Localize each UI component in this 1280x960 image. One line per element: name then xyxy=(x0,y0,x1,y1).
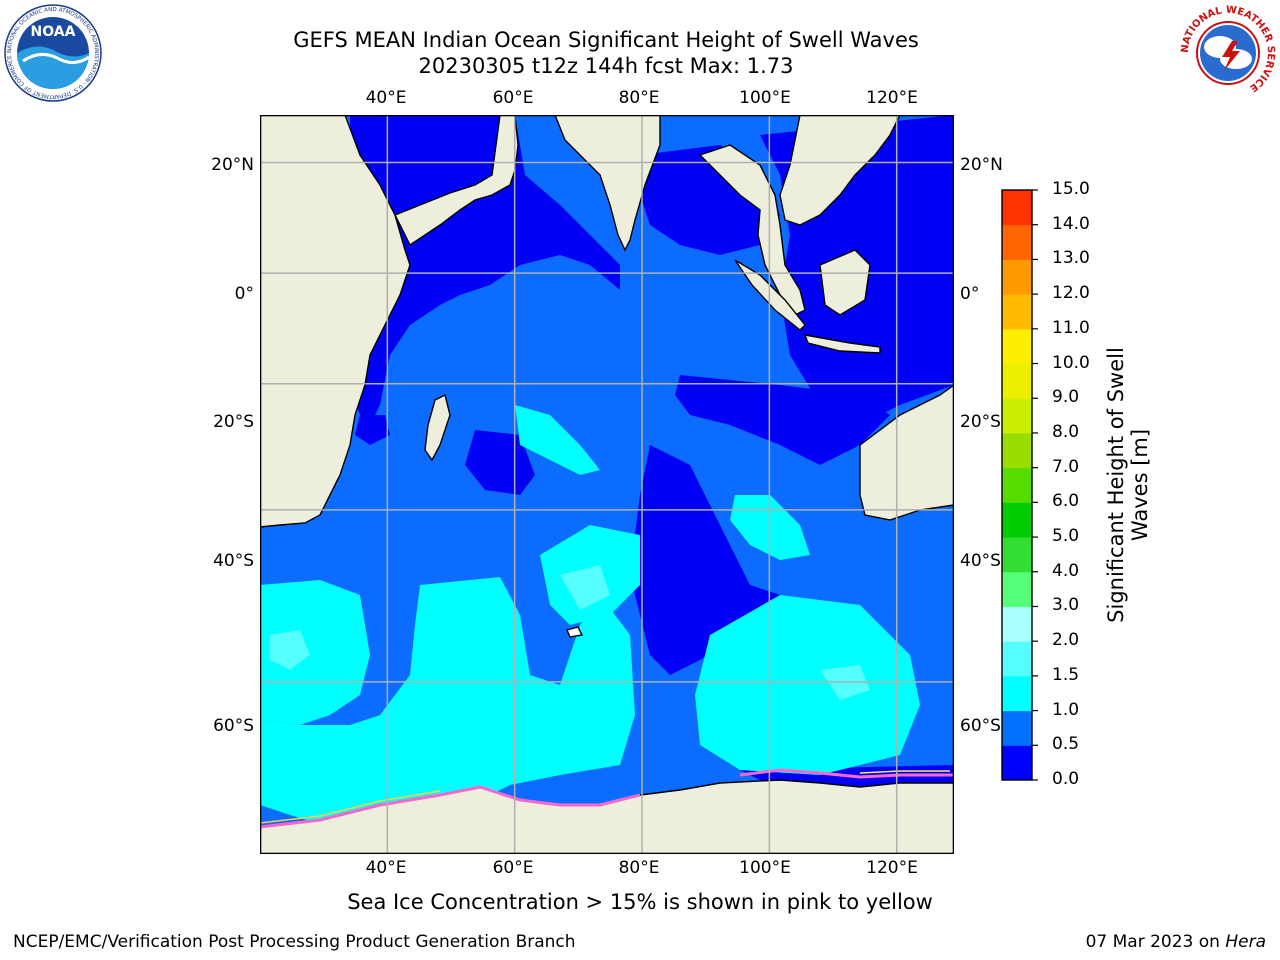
colorbar-segment xyxy=(1002,675,1032,712)
lon-label-top-120e: 120°E xyxy=(866,88,918,108)
lat-label-left-60s: 60°S xyxy=(213,716,254,736)
colorbar-segment xyxy=(1002,259,1032,295)
colorbar-segment xyxy=(1002,294,1032,330)
colorbar-tick-label: 15.0 xyxy=(1052,179,1090,199)
lat-label-left-0: 0° xyxy=(234,284,254,304)
colorbar-segment xyxy=(1002,641,1032,677)
colorbar-segment xyxy=(1002,432,1032,469)
lon-label-top-100e: 100°E xyxy=(739,88,791,108)
lat-label-right-20n: 20°N xyxy=(960,155,1003,175)
sea-ice xyxy=(260,768,954,829)
colorbar xyxy=(1001,189,1038,781)
colorbar-segment xyxy=(1002,363,1032,399)
lon-label-top-60e: 60°E xyxy=(492,88,534,108)
sea-ice-caption: Sea Ice Concentration > 15% is shown in … xyxy=(347,890,933,914)
lon-label-bottom-40e: 40°E xyxy=(365,858,407,878)
colorbar-tick-label: 1.0 xyxy=(1052,699,1080,720)
colorbar-tick-label: 8.0 xyxy=(1052,421,1080,442)
colorbar-tick-label: 9.0 xyxy=(1052,387,1080,408)
colorbar-segment xyxy=(1002,606,1032,642)
lat-label-right-20s: 20°S xyxy=(960,412,1001,432)
colorbar-segment xyxy=(1002,710,1032,746)
lon-label-top-40e: 40°E xyxy=(365,88,407,108)
lat-label-left-20n: 20°N xyxy=(211,155,254,175)
colorbar-tick-label: 11.0 xyxy=(1052,317,1090,338)
colorbar-tick-label: 14.0 xyxy=(1052,213,1090,234)
colorbar-tick-label: 3.0 xyxy=(1052,595,1080,616)
lon-label-bottom-80e: 80°E xyxy=(618,858,660,878)
chart-subtitle: 20230305 t12z 144h fcst Max: 1.73 xyxy=(418,54,794,78)
colorbar-segment xyxy=(1002,571,1032,607)
lon-label-bottom-60e: 60°E xyxy=(492,858,534,878)
colorbar-segment xyxy=(1002,467,1032,503)
lat-label-left-40s: 40°S xyxy=(213,551,254,571)
footer-machine: Hera xyxy=(1225,932,1266,952)
colorbar-tick-label: 6.0 xyxy=(1052,491,1080,512)
lon-label-bottom-100e: 100°E xyxy=(739,858,791,878)
colorbar-tick-label: 12.0 xyxy=(1052,283,1090,304)
colorbar-tick-label: 10.0 xyxy=(1052,352,1090,373)
lon-label-top-80e: 80°E xyxy=(618,88,660,108)
colorbar-tick-label: 13.0 xyxy=(1052,248,1090,269)
chart-title: GEFS MEAN Indian Ocean Significant Heigh… xyxy=(293,28,919,52)
colorbar-tick-label: 2.0 xyxy=(1052,630,1080,651)
colorbar-segment xyxy=(1002,190,1032,226)
colorbar-tick-label: 4.0 xyxy=(1052,560,1080,581)
lat-label-left-20s: 20°S xyxy=(213,412,254,432)
lat-label-right-0: 0° xyxy=(960,284,980,304)
footer-credit: NCEP/EMC/Verification Post Processing Pr… xyxy=(13,932,576,952)
lat-label-right-60s: 60°S xyxy=(960,716,1001,736)
colorbar-segment xyxy=(1002,398,1032,434)
colorbar-segment xyxy=(1002,328,1032,365)
colorbar-frame xyxy=(1001,189,1033,781)
noaa-logo-text: NOAA xyxy=(31,24,76,40)
map-panel xyxy=(260,115,954,854)
noaa-logo: NOAA NATIONAL OCEANIC AND ATMOSPHERIC AD… xyxy=(4,4,102,102)
colorbar-segment xyxy=(1002,502,1032,538)
colorbar-tick-label: 0.0 xyxy=(1052,769,1080,789)
swell-band-1-1.5 xyxy=(260,405,920,830)
colorbar-segment xyxy=(1002,224,1032,260)
colorbar-tick-label: 1.5 xyxy=(1052,664,1080,685)
lon-label-bottom-120e: 120°E xyxy=(866,858,918,878)
colorbar-tick-label: 5.0 xyxy=(1052,526,1080,547)
colorbar-tick-label: 7.0 xyxy=(1052,456,1080,477)
footer-date: 07 Mar 2023 on Hera xyxy=(1085,932,1266,952)
colorbar-tick-label: 0.5 xyxy=(1052,734,1080,755)
map-frame xyxy=(260,115,954,854)
colorbar-segment xyxy=(1002,537,1032,573)
lat-label-right-40s: 40°S xyxy=(960,551,1001,571)
colorbar-segment xyxy=(1002,745,1032,781)
nws-logo: NATIONAL WEATHER SERVICE xyxy=(1180,5,1276,101)
colorbar-label: Significant Height of Swell Waves [m] xyxy=(1104,347,1152,623)
graticule xyxy=(260,115,954,854)
